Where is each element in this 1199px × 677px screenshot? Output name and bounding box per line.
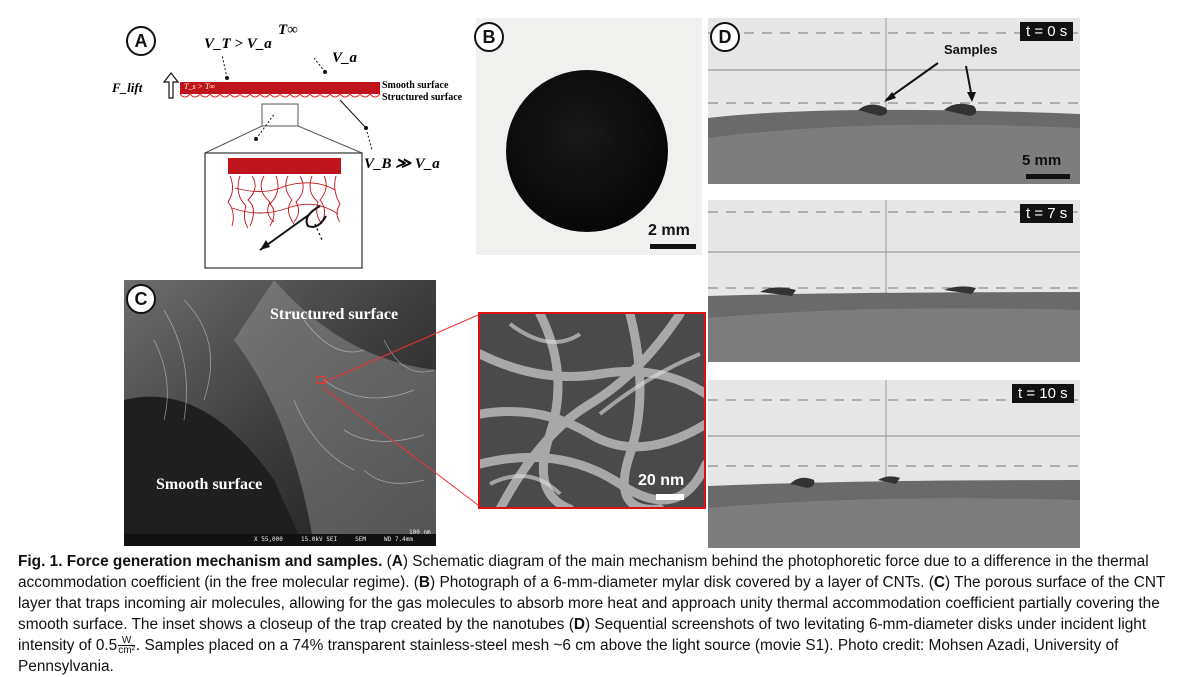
panel-a-schematic bbox=[162, 54, 381, 269]
structured-surface-label: Structured surface bbox=[382, 92, 463, 103]
t-infinity-label: T∞ bbox=[278, 22, 298, 38]
sem-scale-label: 100 nm bbox=[409, 529, 431, 536]
sem-inset-image bbox=[480, 314, 704, 507]
panel-b-label: B bbox=[474, 22, 504, 52]
sem-info-bar: X 55,000 15.0kV SEI SEM WD 7.4mm bbox=[254, 536, 413, 543]
vt-gt-va-label: V_T > V_a bbox=[204, 36, 272, 52]
sem-image bbox=[124, 280, 436, 546]
caption-text-b: Photograph of a 6-mm-diameter mylar disk… bbox=[439, 574, 925, 591]
frame-t10-time: t = 10 s bbox=[1012, 384, 1074, 403]
frame-t7: t = 7 s bbox=[708, 200, 1080, 362]
frame-t10: t = 10 s bbox=[708, 380, 1080, 548]
panel-b: B 2 mm bbox=[474, 18, 702, 255]
caption-tag-d: D bbox=[573, 616, 585, 633]
panel-b-scale-label: 2 mm bbox=[648, 222, 690, 239]
zoom-region bbox=[261, 103, 299, 127]
caption-tag-b: B bbox=[418, 574, 431, 591]
sem-structured-surface-label: Structured surface bbox=[270, 306, 399, 323]
panel-d-scale-label: 5 mm bbox=[1022, 152, 1062, 169]
va-label: V_a bbox=[332, 50, 358, 66]
panel-a: A T∞ V_T > V_a V_a F_lift T_s > T∞ Smoot… bbox=[110, 18, 480, 273]
panel-b-scale-bar bbox=[650, 244, 696, 249]
vb-gg-va-label: V_B ≫ V_a bbox=[364, 156, 440, 172]
caption-text-a: Schematic diagram of the main mechanism … bbox=[18, 553, 1149, 591]
sem-inset-scale-bar bbox=[656, 494, 684, 500]
ts-gt-t-label: T_s > T∞ bbox=[184, 82, 216, 91]
panel-c: C Structured surface Smooth surface X 55… bbox=[124, 280, 436, 546]
panel-d: t = 0 s Samples 5 mm t = 7 s bbox=[708, 18, 1080, 548]
lift-arrow-icon bbox=[162, 72, 180, 99]
cnt-disk bbox=[506, 70, 668, 232]
panel-c-label: C bbox=[126, 284, 156, 314]
caption-title: Fig. 1. Force generation mechanism and s… bbox=[18, 553, 383, 570]
panel-d-scale-bar bbox=[1026, 174, 1070, 179]
caption-unit-den: cm² bbox=[118, 645, 135, 657]
sem-inset-scale-label: 20 nm bbox=[638, 472, 685, 489]
caption-tag-a: A bbox=[391, 553, 403, 570]
frame-t0: t = 0 s Samples 5 mm bbox=[708, 18, 1080, 184]
samples-label: Samples bbox=[944, 42, 998, 57]
inset-connector bbox=[321, 314, 479, 506]
caption-tag-c: C bbox=[933, 574, 945, 591]
caption-text-d1: Sequential screenshots of two levitating… bbox=[18, 616, 1147, 654]
caption-text-d2: . Samples placed on a 74% transparent st… bbox=[18, 637, 1119, 675]
panel-a-label: A bbox=[126, 26, 156, 56]
panel-d-label: D bbox=[710, 22, 740, 52]
smooth-surface-label: Smooth surface bbox=[382, 80, 449, 91]
cnt-coated-slab bbox=[180, 82, 380, 94]
frame-t0-time: t = 0 s bbox=[1020, 22, 1074, 41]
sem-inset: 20 nm bbox=[478, 312, 706, 509]
frame-t7-time: t = 7 s bbox=[1020, 204, 1074, 223]
sem-zoom-marker bbox=[316, 376, 326, 384]
f-lift-label: F_lift bbox=[112, 80, 143, 95]
caption-unit-num: W bbox=[118, 636, 135, 647]
cnt-fuzz bbox=[179, 93, 381, 98]
caption-text-c: The porous surface of the CNT layer that… bbox=[18, 574, 1166, 633]
sem-smooth-surface-label: Smooth surface bbox=[156, 476, 263, 493]
figure-caption: Fig. 1. Force generation mechanism and s… bbox=[18, 553, 1166, 675]
